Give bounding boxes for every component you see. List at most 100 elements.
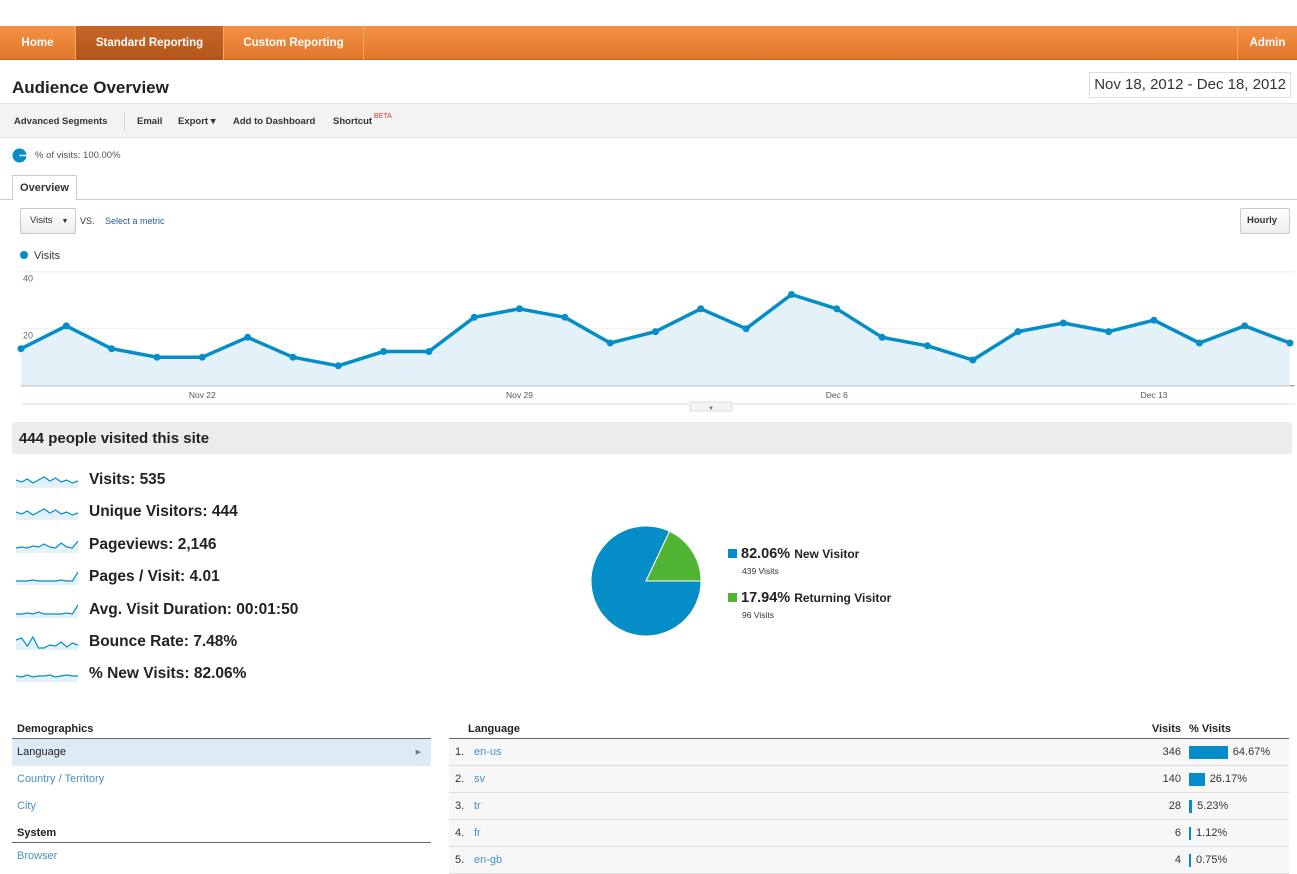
data-point[interactable] bbox=[1059, 319, 1067, 327]
export-button[interactable]: Export ▾ bbox=[178, 116, 216, 127]
metric-label: Avg. Visit Duration: bbox=[89, 600, 232, 618]
y-tick-label: 40 bbox=[23, 274, 33, 284]
metric-label: Bounce Rate: bbox=[89, 633, 189, 650]
data-point[interactable] bbox=[62, 322, 70, 330]
pct: 1.12% bbox=[1196, 827, 1228, 839]
visits-area bbox=[21, 294, 1290, 386]
x-tick-label: Dec 6 bbox=[826, 390, 848, 400]
divider bbox=[124, 112, 125, 131]
data-point[interactable] bbox=[969, 356, 977, 364]
language-link[interactable]: en-gb bbox=[474, 854, 503, 866]
email-button[interactable]: Email bbox=[137, 116, 163, 127]
data-point[interactable] bbox=[17, 345, 25, 353]
vs-label: VS. bbox=[80, 216, 95, 226]
nav-tab-standard-reporting[interactable]: Standard Reporting bbox=[76, 26, 224, 60]
data-point[interactable] bbox=[652, 328, 659, 336]
pie-legend-new: 82.06% New Visitor 439 Visits bbox=[728, 546, 859, 576]
data-point[interactable] bbox=[1195, 339, 1203, 347]
metric-dropdown[interactable]: Visits ▼ bbox=[20, 208, 76, 234]
hourly-button[interactable]: Hourly bbox=[1240, 208, 1290, 234]
tab-overview[interactable]: Overview bbox=[12, 175, 77, 200]
demographics-item-city[interactable]: City bbox=[17, 800, 36, 812]
pie-legend-returning: 17.94% Returning Visitor 96 Visits bbox=[728, 590, 891, 620]
data-point[interactable] bbox=[289, 353, 297, 361]
language-link[interactable]: en-us bbox=[474, 746, 502, 758]
nav-tab-admin[interactable]: Admin bbox=[1237, 26, 1297, 60]
shortcut-button[interactable]: Shortcut bbox=[333, 116, 373, 127]
select-metric-link[interactable]: Select a metric bbox=[105, 216, 165, 226]
sparkline-icon bbox=[16, 674, 78, 683]
system-item-browser[interactable]: Browser bbox=[17, 850, 58, 862]
data-point[interactable] bbox=[108, 345, 116, 353]
x-tick-label: Nov 22 bbox=[189, 390, 216, 400]
label: New Visitor bbox=[794, 547, 860, 561]
label: Language bbox=[17, 746, 66, 758]
visits: 28 bbox=[1168, 800, 1181, 812]
data-point[interactable] bbox=[516, 305, 523, 313]
visits: 439 Visits bbox=[742, 566, 779, 576]
system-heading: System bbox=[12, 824, 431, 843]
advanced-segments-button[interactable]: Advanced Segments bbox=[14, 116, 108, 127]
metric-2[interactable]: Pageviews: 2,146 bbox=[16, 533, 217, 557]
metric-6[interactable]: % New Visits: 82.06% bbox=[16, 662, 246, 686]
data-point[interactable] bbox=[923, 342, 931, 350]
pie-slice-returning-visitor[interactable] bbox=[645, 530, 702, 582]
pie-segment-icon bbox=[12, 148, 27, 163]
chart-collapse-handle[interactable] bbox=[689, 401, 733, 412]
nav-tab-custom-reporting[interactable]: Custom Reporting bbox=[224, 26, 364, 60]
metric-1[interactable]: Unique Visitors: 444 bbox=[16, 500, 238, 524]
beta-badge: BETA bbox=[374, 113, 392, 120]
data-point[interactable] bbox=[833, 305, 841, 313]
language-link[interactable]: tr bbox=[474, 800, 481, 812]
data-point[interactable] bbox=[334, 362, 342, 370]
data-point[interactable] bbox=[380, 348, 388, 355]
table-row: 3. tr 28 5.23% bbox=[449, 793, 1289, 820]
data-point[interactable] bbox=[561, 313, 569, 321]
top-nav: Home Standard Reporting Custom Reporting… bbox=[0, 26, 1297, 60]
rank: 5. bbox=[455, 854, 465, 866]
data-point[interactable] bbox=[198, 353, 206, 361]
nav-tab-home[interactable]: Home bbox=[0, 26, 76, 60]
table-row: 4. fr 6 1.12% bbox=[449, 820, 1289, 847]
add-to-dashboard-button[interactable]: Add to Dashboard bbox=[233, 116, 316, 127]
data-point[interactable] bbox=[244, 333, 252, 341]
date-range-picker[interactable]: Nov 18, 2012 - Dec 18, 2012 bbox=[1089, 72, 1291, 98]
pct: 82.06% bbox=[741, 546, 791, 562]
sparkline-icon bbox=[16, 540, 78, 553]
table-row: 1. en-us 346 64.67% bbox=[449, 739, 1289, 766]
data-point[interactable] bbox=[742, 325, 750, 333]
language-link[interactable]: fr bbox=[474, 827, 481, 839]
visits: 4 bbox=[1174, 854, 1181, 866]
data-point[interactable] bbox=[153, 353, 161, 361]
metric-4[interactable]: Avg. Visit Duration: 00:01:50 bbox=[16, 598, 298, 622]
data-point[interactable] bbox=[788, 291, 795, 298]
metric-dropdown-label: Visits bbox=[30, 215, 53, 226]
demographics-item-country[interactable]: Country / Territory bbox=[17, 773, 105, 785]
rank: 3. bbox=[455, 800, 465, 812]
visits: 96 Visits bbox=[742, 610, 774, 620]
data-point[interactable] bbox=[1105, 328, 1113, 336]
demographics-item-language[interactable]: Language ▶ bbox=[12, 739, 431, 766]
data-point[interactable] bbox=[878, 333, 886, 341]
metric-3[interactable]: Pages / Visit: 4.01 bbox=[16, 565, 220, 589]
data-point[interactable] bbox=[1286, 339, 1294, 347]
data-point[interactable] bbox=[697, 305, 705, 313]
language-link[interactable]: sv bbox=[474, 773, 485, 785]
metric-0[interactable]: Visits: 535 bbox=[16, 468, 165, 492]
metric-value: 535 bbox=[139, 471, 166, 488]
sparkline-icon bbox=[16, 476, 78, 488]
data-point[interactable] bbox=[606, 339, 614, 347]
x-tick-label: Dec 13 bbox=[1141, 390, 1168, 400]
metric-5[interactable]: Bounce Rate: 7.48% bbox=[16, 630, 237, 654]
pct: 17.94% bbox=[741, 590, 791, 606]
language-table: Language Visits % Visits 1. en-us 346 64.67… bbox=[449, 720, 1289, 874]
data-point[interactable] bbox=[470, 313, 478, 321]
visits: 346 bbox=[1162, 746, 1181, 758]
legend-dot bbox=[20, 251, 28, 259]
data-point[interactable] bbox=[1241, 322, 1249, 330]
sparkline-icon bbox=[16, 635, 78, 650]
data-point[interactable] bbox=[425, 348, 433, 355]
data-point[interactable] bbox=[1150, 316, 1158, 324]
col-language: Language bbox=[468, 723, 520, 735]
data-point[interactable] bbox=[1014, 328, 1022, 336]
